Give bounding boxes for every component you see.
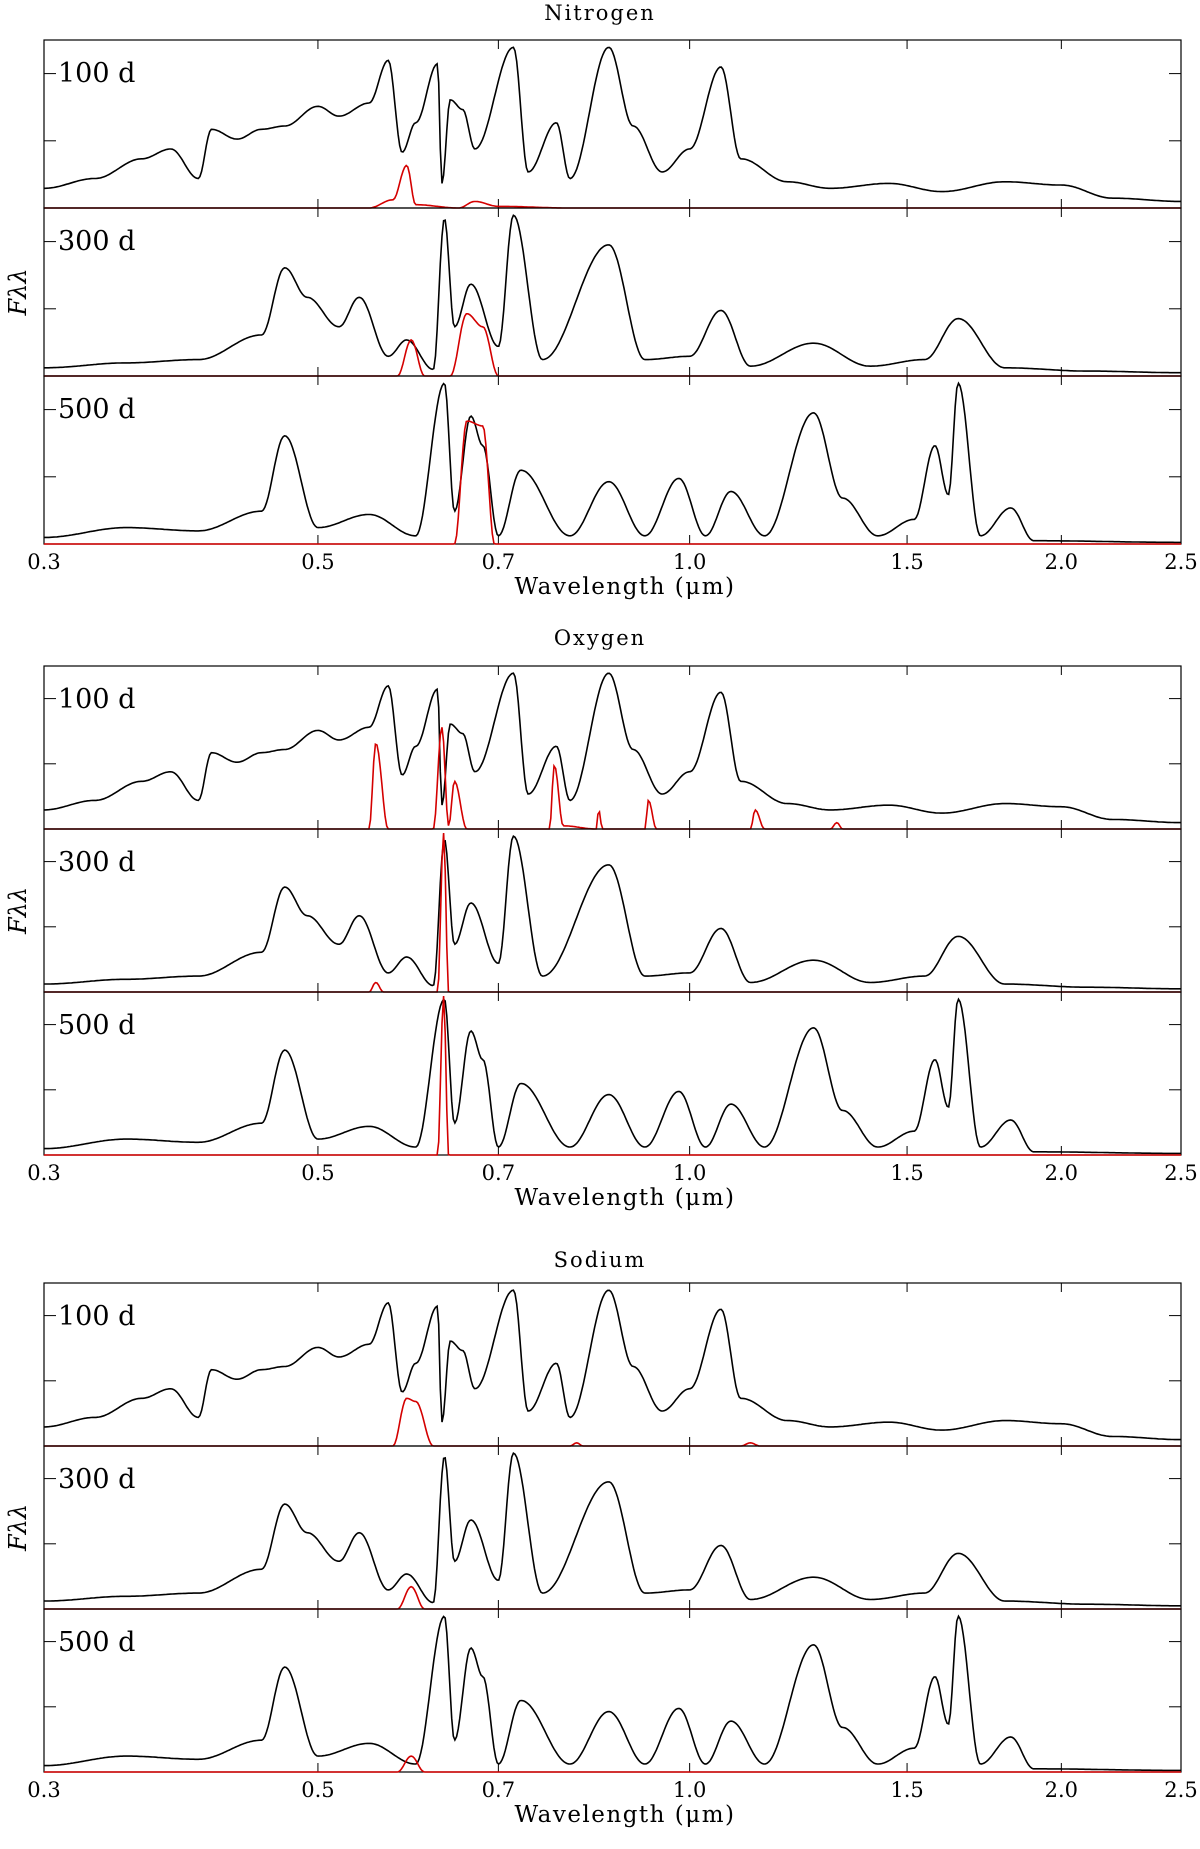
epoch-label: 100 d	[58, 58, 135, 89]
element-block-nitrogen: Nitrogen 100 d 300 d 500 d Fλλ 0.3 0.5 0.7 1.0 1.…	[4, 1, 1198, 600]
spectrum-panel-100d: 100 d	[43, 1282, 1182, 1447]
x-axis-label: Wavelength (μm)	[514, 1802, 735, 1828]
x-tick-label: 0.3	[27, 550, 60, 574]
panel-frame	[43, 375, 1182, 545]
element-contribution-line	[44, 995, 1181, 1156]
epoch-label: 100 d	[58, 684, 135, 715]
x-tick-label: 1.5	[890, 550, 923, 574]
x-axis-label: Wavelength (μm)	[514, 574, 735, 600]
x-tick-label: 0.7	[482, 1161, 515, 1185]
panel-frame	[43, 1445, 1182, 1610]
x-tick-label: 2.5	[1164, 550, 1197, 574]
spectrum-panel-300d: 300 d	[43, 828, 1182, 993]
element-contribution-line	[44, 1397, 1181, 1447]
epoch-label: 500 d	[58, 1627, 135, 1658]
x-tick-label: 2.5	[1164, 1778, 1197, 1802]
total-spectrum-line	[44, 1289, 1181, 1441]
epoch-label: 300 d	[58, 1464, 135, 1495]
x-tick-label: 0.7	[482, 550, 515, 574]
x-tick-label: 2.0	[1045, 550, 1078, 574]
panel-frame	[43, 665, 1182, 830]
epoch-label: 100 d	[58, 1301, 135, 1332]
total-spectrum-line	[44, 1452, 1181, 1607]
spectrum-panel-300d: 300 d	[43, 207, 1182, 377]
spectrum-panel-300d: 300 d	[43, 1445, 1182, 1610]
x-tick-label: 1.0	[673, 1778, 706, 1802]
epoch-label: 500 d	[58, 394, 135, 425]
x-tick-label: 2.0	[1045, 1778, 1078, 1802]
element-contribution-line	[44, 420, 1181, 545]
x-tick-label: 0.3	[27, 1161, 60, 1185]
epoch-label: 300 d	[58, 847, 135, 878]
block-title: Oxygen	[554, 626, 646, 650]
x-tick-label: 0.5	[301, 1778, 334, 1802]
spectrum-panel-100d: 100 d	[43, 39, 1182, 209]
spectrum-panel-500d: 500 d	[43, 1608, 1182, 1773]
x-tick-label: 1.5	[890, 1778, 923, 1802]
y-axis-label: Fλλ	[4, 1504, 32, 1552]
x-tick-label: 1.5	[890, 1161, 923, 1185]
panel-frame	[43, 991, 1182, 1156]
x-tick-label: 1.0	[673, 550, 706, 574]
x-tick-label: 0.5	[301, 550, 334, 574]
block-title: Sodium	[554, 1248, 647, 1272]
panel-frame	[43, 207, 1182, 377]
spectrum-panel-100d: 100 d	[43, 665, 1182, 830]
epoch-label: 500 d	[58, 1010, 135, 1041]
total-spectrum-line	[44, 997, 1181, 1155]
element-contribution-line	[44, 727, 1181, 830]
total-spectrum-line	[44, 672, 1181, 824]
element-contribution-line	[44, 832, 1181, 993]
x-tick-label: 0.7	[482, 1778, 515, 1802]
element-block-oxygen: Oxygen 100 d 300 d 500 d Fλλ 0.3 0.5 0.7 1.0 1.5 2…	[4, 626, 1198, 1211]
total-spectrum-line	[44, 46, 1181, 203]
panel-frame	[43, 39, 1182, 209]
x-tick-label: 2.5	[1164, 1161, 1197, 1185]
total-spectrum-line	[44, 214, 1181, 374]
x-tick-label: 0.3	[27, 1778, 60, 1802]
x-tick-label: 1.0	[673, 1161, 706, 1185]
panel-frame	[43, 828, 1182, 993]
element-contribution-line	[44, 1755, 1181, 1773]
element-contribution-line	[44, 313, 1181, 377]
block-title: Nitrogen	[544, 1, 656, 25]
spectrum-panel-500d: 500 d	[43, 375, 1182, 545]
x-tick-label: 0.5	[301, 1161, 334, 1185]
total-spectrum-line	[44, 835, 1181, 990]
panel-frame	[43, 1608, 1182, 1773]
y-axis-label: Fλλ	[4, 268, 32, 316]
panel-frame	[43, 1282, 1182, 1447]
total-spectrum-line	[44, 381, 1181, 544]
epoch-label: 300 d	[58, 226, 135, 257]
x-axis-label: Wavelength (μm)	[514, 1185, 735, 1211]
x-tick-label: 2.0	[1045, 1161, 1078, 1185]
y-axis-label: Fλλ	[4, 887, 32, 935]
element-contribution-line	[44, 164, 1181, 209]
spectrum-panel-500d: 500 d	[43, 991, 1182, 1156]
total-spectrum-line	[44, 1614, 1181, 1772]
element-block-sodium: Sodium 100 d 300 d 500 d Fλλ 0.3 0.5 0.7 1.0 1.5 2…	[4, 1248, 1198, 1828]
